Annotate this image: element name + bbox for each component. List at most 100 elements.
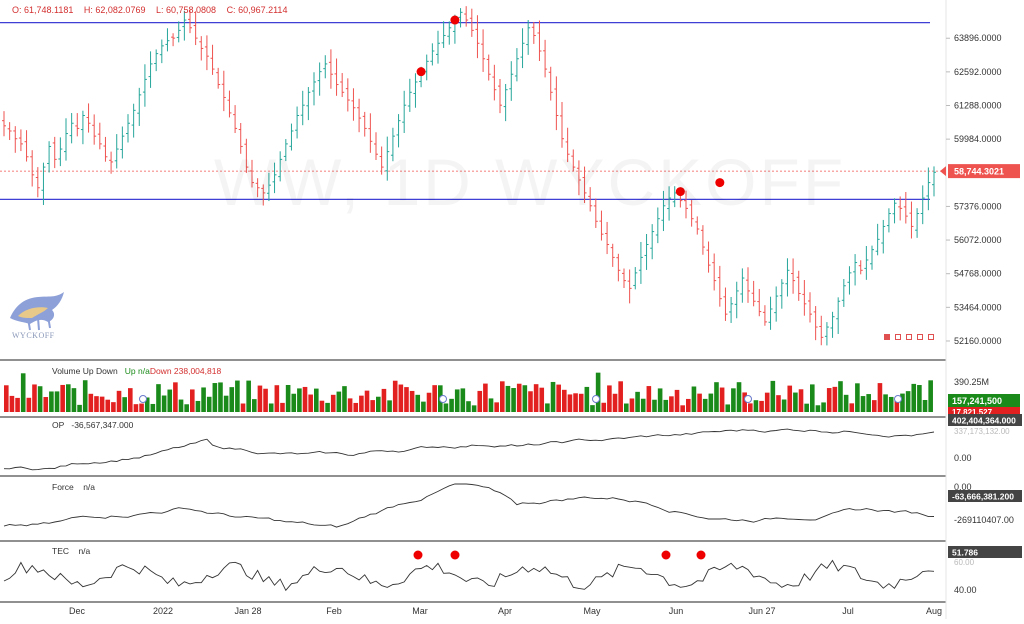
volume-bar (285, 384, 291, 412)
pane-square[interactable] (917, 334, 923, 340)
ohlc-bar (64, 118, 68, 161)
pane-square[interactable] (884, 334, 890, 340)
price-tick-label: 53464.0000 (954, 302, 1002, 312)
last-price-badge (948, 164, 1020, 179)
ohlc-bar (142, 64, 147, 107)
volume-bar (297, 388, 302, 412)
volume-bar (748, 403, 753, 412)
pane-square[interactable] (906, 334, 912, 340)
price-pane[interactable] (0, 6, 946, 346)
volume-bar (426, 392, 432, 412)
pane-square[interactable] (895, 334, 901, 340)
ohlc-bar (261, 184, 266, 206)
pane-selector[interactable] (884, 334, 934, 340)
force-pane[interactable]: 0.00-63,666,381.200 -269110407.00 (3, 482, 1022, 528)
ohlc-bar (774, 286, 779, 322)
volume-legend: Volume Up Down Up n/aDown 238,004,818 (52, 366, 221, 376)
volume-bar (539, 387, 545, 412)
volume-bar (781, 399, 787, 412)
force-badge-label: -63,666,381.200 (952, 492, 1014, 502)
force-line (3, 483, 935, 528)
ohlc-bar (571, 149, 576, 172)
ohlc-bar (870, 245, 874, 270)
ohlc-bar (802, 280, 807, 316)
ohlc-bar (841, 279, 846, 307)
time-tick-label: 2022 (153, 606, 173, 616)
ohlc-bar (41, 162, 46, 206)
volume-marker (744, 395, 752, 403)
ohlc-open: O: 61,748.1181 (12, 5, 74, 15)
volume-bar (629, 398, 635, 412)
ohlc-bar (757, 288, 762, 317)
signal-marker (416, 67, 426, 77)
force-title: Force (52, 482, 74, 492)
ohlc-bar (137, 87, 142, 126)
ohlc-bar (447, 21, 452, 45)
ohlc-bar (610, 243, 615, 267)
volume-bar (612, 393, 618, 412)
volume-bar (742, 392, 747, 412)
ohlc-bar (655, 207, 660, 244)
force-badge (948, 490, 1022, 502)
volume-bar (263, 388, 268, 412)
logo-text: WYCKOFF (12, 331, 55, 340)
volume-bar (883, 394, 888, 412)
volume-bar (32, 384, 37, 412)
volume-bar (398, 384, 404, 412)
volume-bar (877, 383, 883, 412)
ohlc-bar (796, 270, 801, 301)
time-tick-label: Feb (326, 606, 342, 616)
volume-bar (257, 385, 263, 412)
ohlc-bar (785, 258, 790, 297)
time-tick-label: Mar (412, 606, 428, 616)
ohlc-bar (847, 266, 852, 295)
volume-bar (471, 405, 477, 412)
ohlc-bar (300, 90, 305, 126)
ohlc-bar (560, 101, 564, 148)
volume-bar (404, 387, 409, 412)
ohlc-bar (689, 200, 694, 227)
ohlc-bar (700, 225, 705, 255)
pane-square[interactable] (928, 334, 934, 340)
volume-bar (82, 380, 88, 412)
volume-bar (595, 372, 601, 412)
ohlc-bar (221, 70, 226, 112)
volume-bar (190, 389, 195, 412)
volume-bar (702, 398, 708, 412)
volume-bar (128, 388, 133, 412)
ohlc-bar (565, 127, 570, 163)
volume-bar (601, 402, 607, 412)
ohlc-bar (458, 8, 463, 28)
ohlc-bar (684, 190, 688, 219)
volume-bar (319, 400, 325, 412)
ohlc-bar (819, 315, 824, 346)
ohlc-bar (86, 103, 91, 133)
ohlc-bar (312, 72, 316, 106)
tec-value: n/a (78, 546, 91, 556)
volume-bar (545, 403, 550, 412)
ohlc-bar (379, 146, 384, 175)
ohlc-bar (216, 67, 221, 89)
volume-bar (302, 386, 308, 412)
volume-down-label: Down 238,004,818 (149, 366, 222, 376)
volume-bar (195, 400, 201, 412)
volume-bar (314, 388, 319, 412)
ohlc-bar (909, 201, 914, 239)
price-tick-label: 57376.0000 (954, 201, 1002, 211)
volume-marker (894, 395, 902, 403)
volume-bar (607, 385, 612, 412)
volume-pane[interactable]: 390.25M 157,241,500 17,821,527 (4, 372, 1020, 417)
ohlc-bar (295, 106, 300, 139)
volume-bar (218, 382, 223, 412)
ohlc-bar (808, 292, 812, 323)
volume-bar (815, 405, 821, 412)
volume-bar (432, 385, 437, 412)
volume-bar (54, 391, 60, 412)
volume-bar (697, 393, 702, 412)
volume-marker (439, 395, 447, 403)
ohlc-bar (762, 305, 767, 326)
